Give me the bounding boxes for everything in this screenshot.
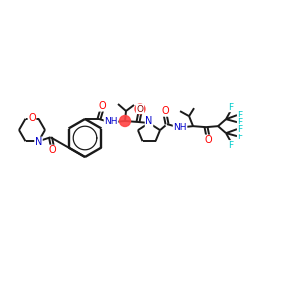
Text: NH: NH bbox=[104, 118, 118, 127]
Text: F: F bbox=[238, 132, 243, 141]
Text: F: F bbox=[238, 118, 243, 127]
Text: F: F bbox=[229, 141, 234, 150]
Text: N: N bbox=[145, 116, 153, 127]
Text: NH: NH bbox=[173, 123, 187, 132]
Text: F: F bbox=[238, 125, 243, 134]
Text: O: O bbox=[136, 104, 143, 113]
Text: O: O bbox=[204, 135, 212, 145]
Text: O: O bbox=[161, 106, 169, 116]
Text: O: O bbox=[49, 145, 56, 155]
Text: O: O bbox=[98, 101, 106, 111]
Circle shape bbox=[135, 104, 145, 114]
Text: F: F bbox=[229, 103, 234, 112]
Circle shape bbox=[119, 116, 130, 127]
Text: N: N bbox=[35, 137, 42, 147]
Text: O: O bbox=[28, 113, 36, 123]
Text: F: F bbox=[238, 111, 243, 120]
